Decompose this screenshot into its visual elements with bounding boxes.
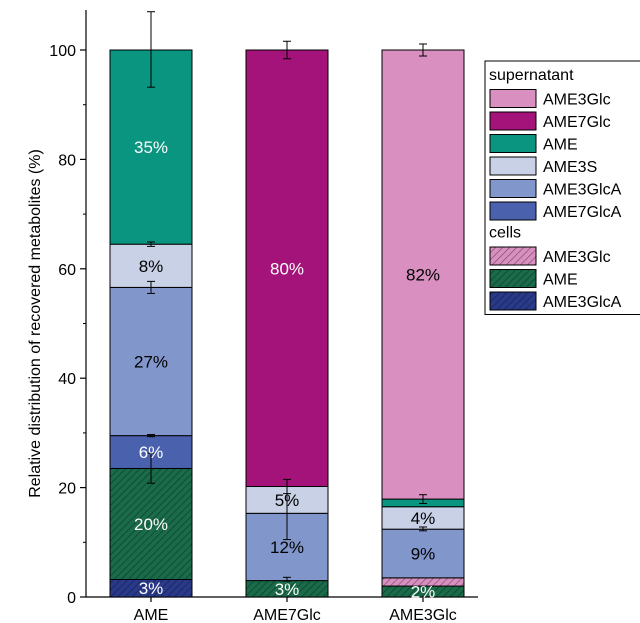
legend-label: AME	[543, 137, 578, 154]
legend-label: AME3S	[543, 159, 597, 176]
legend-group-title: cells	[489, 225, 521, 242]
bar-segment	[381, 49, 465, 500]
y-tick-label: 0	[67, 590, 76, 607]
y-axis-label: Relative distribution of recovered metab…	[27, 149, 44, 498]
segment-value-label: 80%	[270, 259, 304, 278]
segment-value-label: 9%	[411, 545, 436, 564]
legend-label: AME7GlcA	[543, 204, 622, 221]
segment-value-label: 3%	[139, 579, 164, 598]
segment-value-label: 4%	[411, 509, 436, 528]
x-tick-label: AME7Glc	[253, 607, 321, 623]
y-tick-label: 40	[58, 371, 76, 388]
bar-segment	[109, 286, 193, 437]
legend-swatch	[489, 179, 537, 198]
segment-value-label: 5%	[275, 491, 300, 510]
segment-value-label: 8%	[139, 257, 164, 276]
bar-stacks	[109, 49, 465, 598]
error-bars	[147, 11, 427, 582]
legend-swatch	[489, 156, 537, 176]
legend: supernatant AME3Glc AME7Glc AME AME3S AME3Glc…	[484, 60, 640, 315]
x-tick-label: AME3Glc	[389, 607, 457, 623]
segment-value-label: 35%	[134, 138, 168, 157]
axes: 0 20 40 60 80 100 Relative distribution of rec…	[27, 10, 478, 623]
bar-segment-hatch	[110, 579, 192, 597]
legend-swatch	[489, 111, 537, 131]
legend-swatch-hatch	[490, 269, 536, 288]
bar-segment-hatch	[110, 468, 192, 580]
legend-swatch	[489, 201, 537, 221]
legend-label: AME7Glc	[543, 114, 611, 131]
segment-value-label: 20%	[134, 515, 168, 534]
bar-segment-hatch	[382, 586, 464, 597]
y-tick-label: 80	[58, 152, 76, 169]
legend-group-title: supernatant	[489, 67, 574, 84]
legend-swatch-hatch	[490, 247, 536, 265]
x-tick-label: AME	[134, 607, 169, 623]
legend-swatch	[489, 134, 537, 153]
bar-segment-hatch	[382, 577, 464, 587]
y-tick-label: 20	[58, 481, 76, 498]
segment-value-label: 27%	[134, 353, 168, 372]
segment-value-label: 6%	[139, 443, 164, 462]
bar-segment-hatch	[246, 580, 328, 597]
legend-label: AME3GlcA	[543, 182, 622, 199]
legend-label: AME3Glc	[543, 249, 611, 266]
segment-value-label: 2%	[411, 583, 436, 602]
legend-label: AME	[543, 272, 578, 289]
segment-labels: 3% 20% 6% 27% 8% 35% 3% 12% 5% 80% 2% 9% 4% 82%	[134, 138, 440, 601]
legend-swatch-hatch	[490, 292, 536, 310]
bar-segment	[245, 49, 329, 488]
bar-segment	[381, 528, 465, 579]
segment-value-label: 82%	[406, 266, 440, 285]
segment-value-label: 12%	[270, 538, 304, 557]
legend-swatch	[489, 89, 537, 108]
legend-label: AME3Glc	[543, 92, 611, 109]
segment-value-label: 3%	[275, 580, 300, 599]
y-tick-label: 60	[58, 262, 76, 279]
legend-label: AME3GlcA	[543, 294, 622, 311]
y-tick-label: 100	[49, 43, 76, 60]
